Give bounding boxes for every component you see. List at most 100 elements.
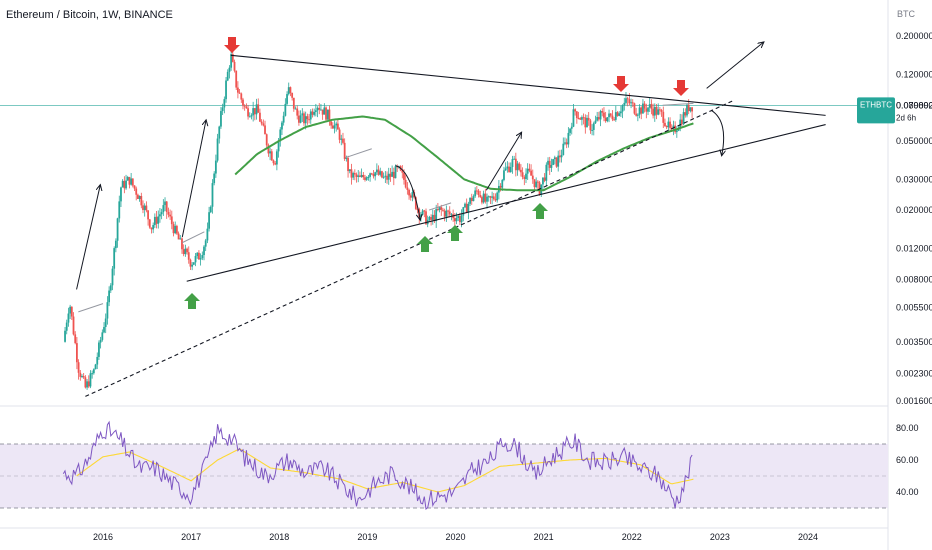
candle-body bbox=[516, 163, 519, 171]
candle-body bbox=[228, 67, 231, 72]
candle-body bbox=[650, 104, 653, 109]
candle-body bbox=[392, 171, 395, 179]
price-tick-label: 0.050000 bbox=[896, 136, 932, 146]
moving-average-line bbox=[234, 115, 694, 192]
candle-body bbox=[81, 375, 83, 377]
candle-body bbox=[236, 87, 239, 93]
candle-body bbox=[455, 217, 458, 222]
candle-body bbox=[298, 115, 300, 123]
annotation-arrow bbox=[181, 120, 206, 238]
currency-label: BTC bbox=[897, 9, 916, 19]
candle-body bbox=[92, 369, 95, 374]
candle-body bbox=[613, 119, 616, 121]
candle-body bbox=[623, 102, 626, 106]
candle-body bbox=[547, 160, 549, 165]
candle-body bbox=[111, 268, 114, 286]
candle-body bbox=[157, 216, 160, 224]
candle-body bbox=[240, 93, 243, 100]
candle-body bbox=[640, 107, 643, 114]
candle-body bbox=[414, 197, 417, 209]
candle-body bbox=[153, 216, 156, 226]
candle-body bbox=[79, 372, 82, 377]
candle-body bbox=[486, 196, 488, 202]
candle-body bbox=[94, 364, 97, 370]
candle-body bbox=[265, 134, 268, 146]
candle-body bbox=[204, 240, 207, 247]
candle-body bbox=[660, 110, 663, 112]
candle-body bbox=[552, 159, 555, 165]
annotation-arrow bbox=[76, 185, 101, 290]
candle-body bbox=[259, 112, 261, 122]
candle-body bbox=[116, 218, 119, 241]
candle-body bbox=[416, 208, 419, 210]
candle-body bbox=[528, 168, 531, 171]
candle-body bbox=[350, 169, 353, 178]
candle-body bbox=[145, 205, 148, 211]
candle-body bbox=[553, 157, 556, 160]
badge-countdown: 2d 6h bbox=[896, 113, 916, 122]
badge-price: 0.079892 bbox=[896, 100, 932, 110]
candle-body bbox=[198, 252, 200, 260]
candle-body bbox=[648, 104, 651, 108]
candle-body bbox=[96, 356, 99, 365]
candle-body bbox=[303, 113, 305, 124]
candle-body bbox=[647, 107, 649, 112]
candle-body bbox=[320, 109, 322, 111]
candle-body bbox=[175, 225, 178, 234]
candle-body bbox=[604, 117, 607, 122]
candle-body bbox=[247, 108, 249, 117]
candle-body bbox=[194, 255, 197, 263]
candle-body bbox=[353, 173, 356, 175]
candle-body bbox=[69, 306, 72, 314]
candle-body bbox=[133, 185, 136, 189]
candle-body bbox=[286, 94, 288, 104]
candle-body bbox=[345, 157, 348, 159]
candle-body bbox=[359, 175, 361, 178]
candle-body bbox=[109, 285, 112, 291]
candle-body bbox=[567, 132, 570, 145]
candle-body bbox=[103, 326, 105, 333]
candle-body bbox=[520, 169, 522, 173]
candle-body bbox=[318, 107, 321, 110]
annotation-arrow bbox=[706, 42, 764, 89]
candle-body bbox=[279, 129, 282, 142]
candle-body bbox=[484, 193, 487, 202]
candle-body bbox=[525, 173, 527, 179]
candle-body bbox=[152, 225, 155, 230]
candle-body bbox=[201, 255, 204, 259]
candle-body bbox=[82, 375, 85, 378]
candle-body bbox=[218, 126, 221, 139]
candle-body bbox=[460, 215, 463, 223]
candle-body bbox=[564, 142, 566, 144]
candle-body bbox=[457, 215, 460, 218]
candle-body bbox=[382, 176, 385, 178]
candle-body bbox=[609, 113, 612, 116]
price-tick-label: 0.020000 bbox=[896, 205, 932, 215]
candle-body bbox=[284, 103, 287, 116]
candle-body bbox=[311, 111, 314, 115]
candle-body bbox=[106, 302, 109, 319]
candle-body bbox=[433, 214, 436, 222]
candle-body bbox=[614, 112, 617, 120]
candle-body bbox=[409, 195, 412, 198]
candle-body bbox=[469, 197, 471, 204]
time-tick-label: 2022 bbox=[622, 532, 642, 542]
candle-body bbox=[87, 381, 90, 387]
candle-body bbox=[481, 197, 483, 203]
candle-body bbox=[477, 190, 480, 195]
candle-body bbox=[186, 248, 188, 253]
candle-body bbox=[506, 166, 509, 169]
candle-body bbox=[338, 129, 341, 140]
candle-body bbox=[440, 207, 443, 210]
candle-body bbox=[120, 187, 122, 202]
candle-body bbox=[438, 207, 441, 211]
candle-body bbox=[421, 210, 424, 215]
candle-body bbox=[589, 120, 592, 131]
candle-body bbox=[523, 176, 526, 179]
sell-arrow bbox=[224, 37, 240, 53]
time-tick-label: 2021 bbox=[534, 532, 554, 542]
candle-body bbox=[118, 201, 121, 219]
candle-body bbox=[636, 114, 639, 116]
candle-body bbox=[611, 115, 614, 120]
